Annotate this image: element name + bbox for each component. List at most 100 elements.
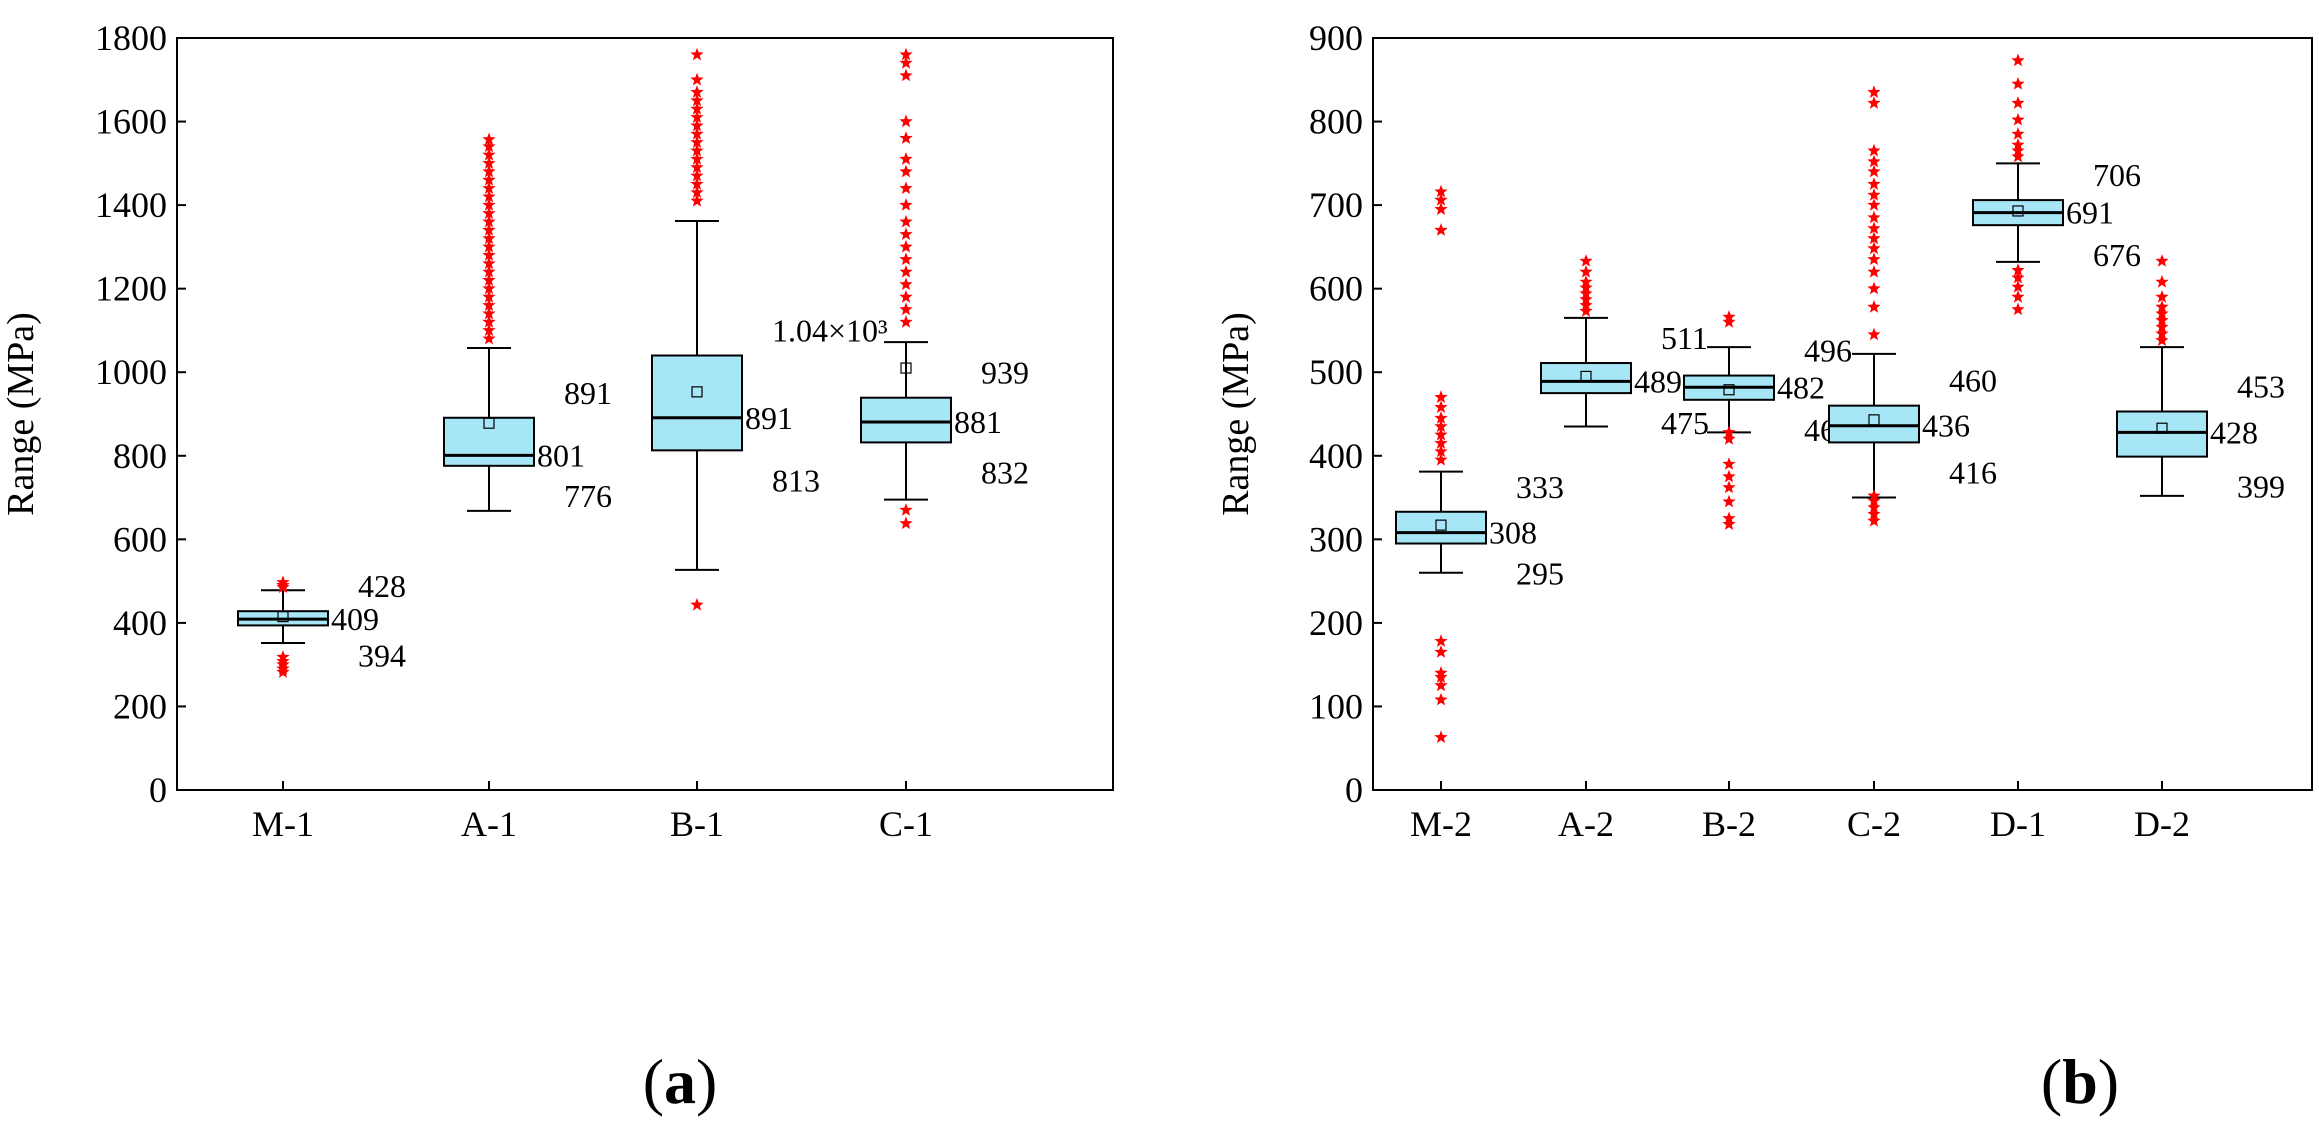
q1-value-label: 475 <box>1661 405 1709 441</box>
outlier-star <box>482 239 496 253</box>
outlier-star <box>482 173 496 186</box>
mean-marker <box>691 386 703 398</box>
outlier-star <box>1434 436 1448 449</box>
outlier-star <box>690 177 704 190</box>
outlier-star <box>1867 264 1881 278</box>
outlier-star <box>1867 513 1881 527</box>
q3-value-label: 1.04×10³ <box>772 313 888 349</box>
outlier-star <box>276 650 290 663</box>
median-value-label: 691 <box>2066 195 2114 231</box>
y-tick-label: 600 <box>1309 269 1363 309</box>
outlier-star <box>2155 290 2169 303</box>
y-tick-label: 200 <box>113 686 167 726</box>
outlier-star <box>899 516 913 530</box>
mean-marker <box>483 417 495 429</box>
outlier-star <box>482 281 496 295</box>
outlier-star <box>1867 231 1881 245</box>
outlier-star <box>899 114 913 128</box>
outlier-star <box>1434 692 1448 706</box>
outlier-star <box>276 654 290 667</box>
outlier-star <box>690 93 704 107</box>
mean-marker <box>1868 414 1880 426</box>
outlier-star <box>899 47 913 61</box>
outlier-star <box>1579 292 1593 306</box>
outlier-star <box>1434 411 1448 424</box>
outlier-star <box>2011 96 2025 109</box>
outlier-star <box>899 503 913 516</box>
outlier-star <box>899 68 913 82</box>
outlier-star <box>1434 645 1448 658</box>
y-tick-label: 800 <box>1309 102 1363 142</box>
x-tick-label: D-2 <box>2134 804 2190 844</box>
outlier-star <box>899 227 913 241</box>
median-value-label: 409 <box>331 601 379 637</box>
mean-marker <box>1435 519 1447 531</box>
panel-a-chart: 0 200 400 600 800 1000 1200 1400 1600 1800 Range (… <box>0 18 1114 844</box>
outlier-star <box>2011 270 2025 284</box>
outlier-star <box>2011 263 2025 276</box>
outlier-star <box>1867 198 1881 211</box>
y-tick-label: 100 <box>1309 686 1363 726</box>
outlier-star <box>899 252 913 266</box>
outlier-star <box>1434 400 1448 413</box>
outlier-star <box>2011 112 2025 126</box>
outlier-star <box>1867 96 1881 109</box>
outlier-star <box>899 152 913 165</box>
outlier-star <box>1434 730 1448 744</box>
outlier-star <box>1434 193 1448 206</box>
q1-value-label: 832 <box>981 454 1029 490</box>
outlier-star <box>482 273 496 286</box>
outlier-star <box>899 198 913 211</box>
outlier-star <box>1434 666 1448 679</box>
median-value-label: 489 <box>1634 363 1682 399</box>
outlier-star <box>1434 670 1448 683</box>
outlier-star <box>1722 469 1736 483</box>
outlier-star <box>1722 511 1736 525</box>
y-tick-label: 500 <box>1309 352 1363 392</box>
outlier-star <box>482 248 496 261</box>
q1-value-label: 295 <box>1516 556 1564 592</box>
outlier-star <box>899 164 913 178</box>
outlier-star <box>1434 390 1448 403</box>
box-iqr <box>1540 362 1632 395</box>
outlier-star <box>2011 137 2025 151</box>
outlier-star <box>482 132 496 146</box>
mean-marker <box>2012 205 2024 217</box>
mean-marker <box>2156 422 2168 434</box>
median-value-label: 436 <box>1922 408 1970 444</box>
outlier-star <box>690 85 704 98</box>
outlier-star <box>690 143 704 157</box>
outlier-star <box>1579 264 1593 278</box>
y-tick-label: 700 <box>1309 185 1363 225</box>
outlier-star <box>482 139 496 153</box>
outlier-star <box>690 193 704 207</box>
outlier-star <box>1722 517 1736 530</box>
y-tick-label: 1600 <box>95 102 167 142</box>
outlier-star <box>2011 143 2025 157</box>
outlier-star <box>2011 280 2025 293</box>
outlier-star <box>482 198 496 211</box>
q1-value-label: 416 <box>1949 454 1997 490</box>
outlier-star <box>1434 419 1448 433</box>
median-value-label: 482 <box>1777 369 1825 405</box>
q3-value-label: 496 <box>1804 333 1852 369</box>
outlier-star <box>690 185 704 199</box>
outlier-star <box>899 277 913 291</box>
outlier-star <box>1434 444 1448 458</box>
q3-value-label: 706 <box>2093 157 2141 193</box>
x-tick-label: C-1 <box>879 804 933 844</box>
outlier-star <box>1722 494 1736 508</box>
outlier-star <box>1867 507 1881 520</box>
outlier-star <box>1867 327 1881 341</box>
y-tick-label: 1200 <box>95 269 167 309</box>
outlier-star <box>690 597 704 611</box>
median-value-label: 428 <box>2210 414 2258 450</box>
box-iqr <box>443 416 535 467</box>
outlier-star <box>690 47 704 61</box>
y-tick-label: 800 <box>113 436 167 476</box>
q3-value-label: 939 <box>981 355 1029 391</box>
outlier-star <box>1867 188 1881 201</box>
y-tick-label: 600 <box>113 519 167 559</box>
outlier-star <box>899 239 913 253</box>
